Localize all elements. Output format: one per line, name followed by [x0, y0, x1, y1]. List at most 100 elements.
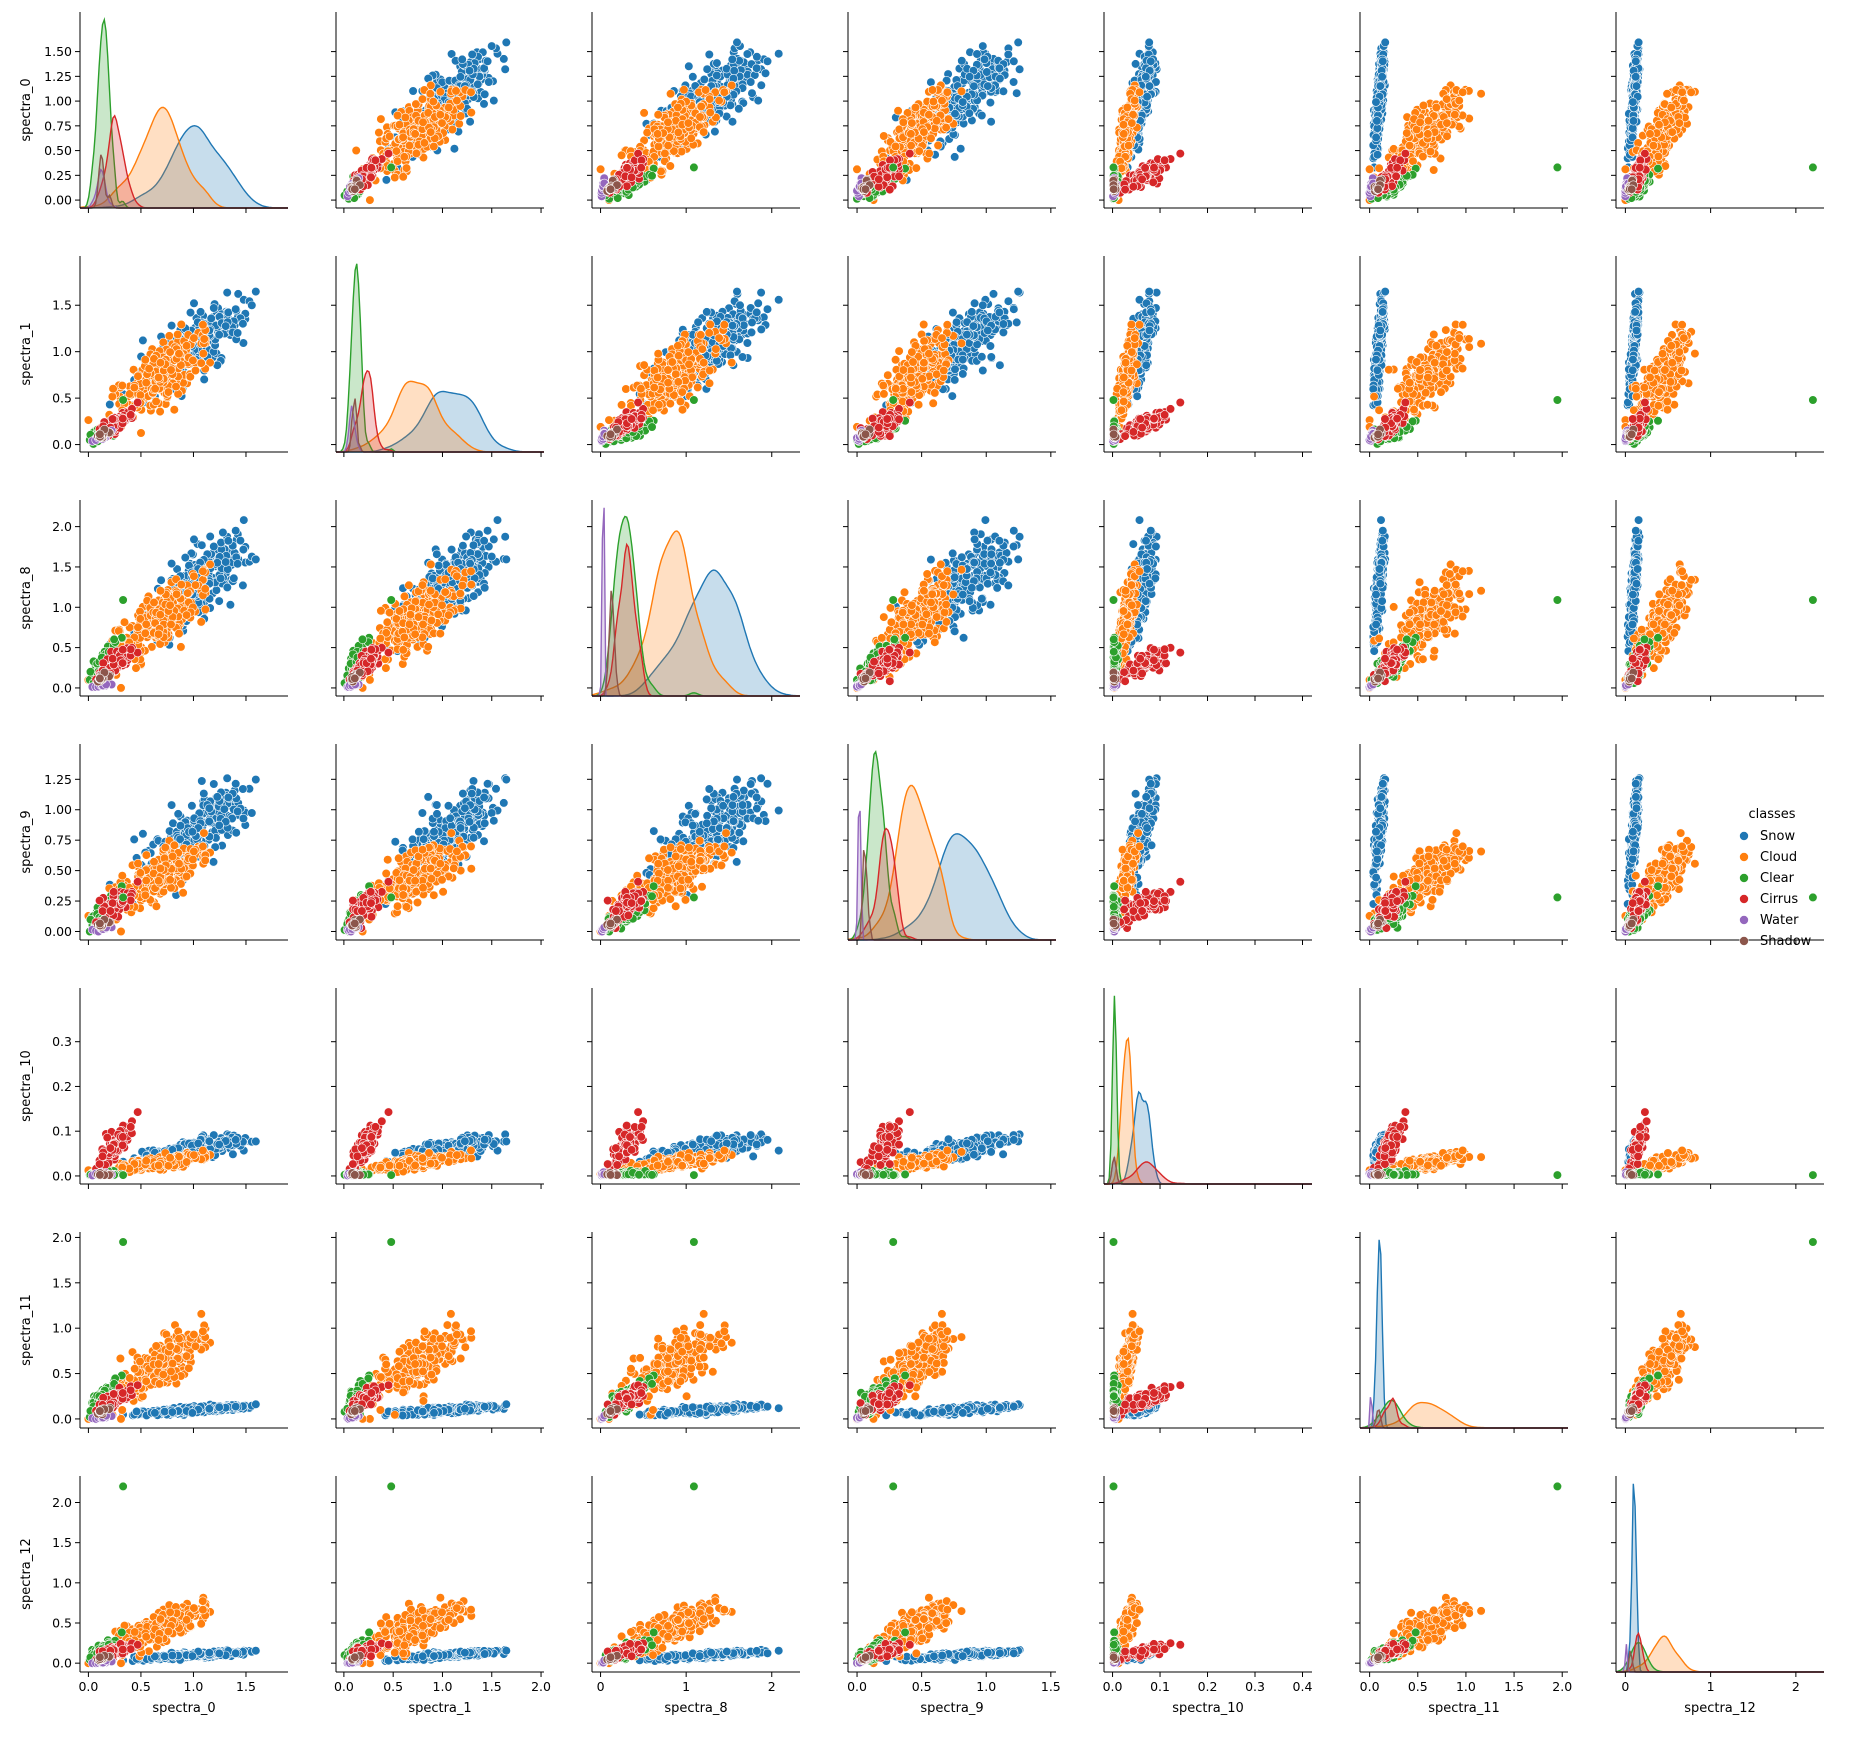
point-snow — [199, 374, 209, 385]
point-snow — [222, 288, 232, 298]
point-snow — [500, 64, 510, 74]
point-cloud — [1418, 151, 1428, 162]
point-snow — [408, 86, 418, 96]
point-cloud — [919, 127, 929, 137]
point-cloud — [695, 112, 705, 122]
point-cloud — [376, 114, 386, 124]
point-cirrus — [1391, 171, 1401, 181]
point-cloud — [932, 116, 942, 126]
point-cloud — [1458, 87, 1468, 97]
point-cloud — [428, 96, 438, 107]
point-cloud — [390, 172, 400, 183]
point-cloud — [1454, 95, 1464, 106]
point-cloud — [1123, 141, 1134, 151]
point-snow — [979, 54, 990, 65]
point-cloud — [1442, 94, 1452, 104]
point-snow — [983, 81, 993, 91]
point-cloud — [466, 107, 476, 118]
point-cloud — [639, 108, 649, 118]
panel-spectra_0-vs-spectra_8 — [587, 12, 800, 213]
point-snow — [1008, 77, 1019, 87]
point-snow — [732, 37, 742, 48]
point-cloud — [924, 110, 934, 120]
point-snow — [447, 49, 457, 59]
panel-spectra_1-vs-spectra_0: 0.00.51.01.5 — [52, 256, 288, 457]
point-snow — [756, 80, 766, 90]
point-snow — [1371, 132, 1381, 142]
point-snow — [926, 77, 936, 87]
point-cirrus — [1159, 155, 1170, 165]
point-snow — [710, 127, 720, 137]
point-snow — [956, 144, 966, 154]
point-cloud — [1118, 120, 1129, 130]
point-snow — [986, 117, 996, 127]
point-cirrus — [1392, 163, 1402, 173]
point-cloud — [683, 118, 693, 128]
point-snow — [978, 41, 988, 51]
point-cirrus — [885, 185, 895, 195]
point-clear — [386, 162, 396, 172]
point-cloud — [942, 87, 952, 97]
point-cloud — [673, 127, 683, 137]
y-tick-label: 1.25 — [44, 69, 72, 84]
point-snow — [1142, 92, 1152, 102]
point-snow — [489, 95, 499, 106]
point-cloud — [398, 172, 408, 182]
point-cloud — [906, 141, 916, 151]
point-snow — [1631, 56, 1641, 66]
point-snow — [977, 110, 987, 121]
point-snow — [734, 104, 744, 114]
point-cloud — [410, 129, 420, 139]
kde-fill-snow — [80, 125, 288, 208]
point-snow — [479, 99, 489, 109]
point-cloud — [374, 128, 384, 138]
point-snow — [449, 144, 460, 154]
panel-spectra_0-vs-spectra_0: 0.000.250.500.751.001.251.50 — [44, 12, 288, 213]
point-cirrus — [1175, 149, 1185, 159]
point-cloud — [351, 145, 361, 156]
point-clear — [1552, 162, 1562, 172]
point-snow — [1628, 116, 1639, 126]
point-cloud — [926, 133, 936, 143]
point-cloud — [411, 148, 422, 158]
point-cloud — [1686, 87, 1696, 97]
kde-fill-water — [80, 169, 288, 208]
point-snow — [457, 54, 467, 65]
point-cloud — [906, 129, 916, 139]
point-snow — [1380, 37, 1390, 48]
point-cloud — [652, 129, 663, 139]
point-cloud — [1423, 129, 1433, 139]
point-cloud — [890, 141, 901, 152]
point-cloud — [898, 117, 909, 127]
point-cloud — [454, 119, 464, 129]
point-snow — [753, 95, 763, 106]
point-cirrus — [1137, 174, 1147, 184]
point-cloud — [660, 148, 670, 158]
point-cloud — [1442, 131, 1452, 141]
point-cloud — [400, 112, 411, 123]
point-snow — [969, 81, 979, 91]
point-snow — [467, 49, 477, 60]
point-cloud — [1405, 141, 1415, 151]
point-cloud — [444, 102, 454, 113]
point-cloud — [930, 123, 940, 133]
point-snow — [712, 58, 722, 68]
point-cirrus — [1120, 185, 1130, 195]
point-cloud — [686, 133, 696, 143]
point-cloud — [1364, 164, 1375, 174]
point-cloud — [1666, 102, 1676, 113]
point-snow — [998, 86, 1009, 96]
point-cloud — [426, 127, 436, 137]
point-cloud — [418, 117, 428, 127]
point-cloud — [466, 87, 476, 97]
y-tick-label: 0.25 — [44, 168, 72, 183]
point-snow — [747, 88, 757, 98]
point-snow — [762, 56, 773, 66]
point-cloud — [1442, 118, 1452, 128]
point-cloud — [456, 111, 466, 121]
kde-fill-cirrus — [80, 115, 288, 208]
point-snow — [1375, 81, 1385, 91]
point-snow — [1144, 37, 1154, 48]
point-cloud — [943, 114, 954, 124]
